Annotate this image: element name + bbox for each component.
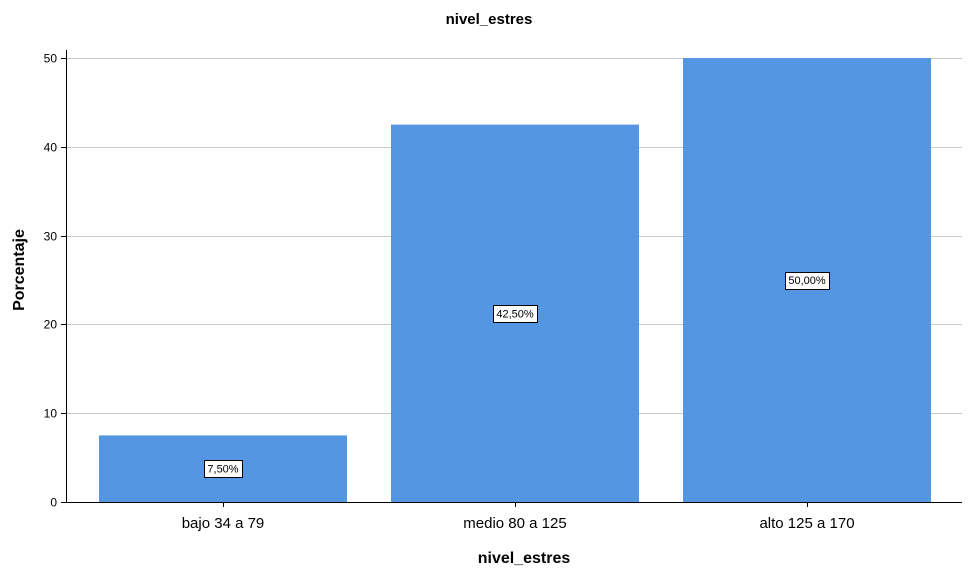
- data-label-text: 42,50%: [496, 308, 534, 320]
- chart-title: nivel_estres: [446, 11, 533, 28]
- data-label-text: 50,00%: [788, 275, 826, 287]
- data-label-text: 7,50%: [207, 464, 238, 476]
- x-axis-title: nivel_estres: [478, 550, 571, 567]
- x-tick-label: bajo 34 a 79: [182, 515, 265, 532]
- y-ticks: 0 10 20 30 40 50: [44, 52, 66, 510]
- y-axis-title: Porcentaje: [11, 229, 28, 311]
- x-ticks: bajo 34 a 79 medio 80 a 125 alto 125 a 170: [182, 502, 855, 532]
- y-tick-label: 40: [44, 141, 58, 155]
- y-tick-label: 20: [44, 318, 58, 332]
- data-label-box: [785, 272, 830, 290]
- y-tick-label: 30: [44, 230, 58, 244]
- y-tick-label: 10: [44, 407, 58, 421]
- data-label: 50,00%: [785, 272, 830, 290]
- y-tick-label: 0: [50, 496, 57, 510]
- x-tick-label: alto 125 a 170: [759, 515, 854, 532]
- data-label: 42,50%: [493, 305, 538, 323]
- data-labels: 7,50% 42,50% 50,00%: [204, 272, 830, 478]
- axes: [66, 50, 962, 503]
- y-tick-label: 50: [44, 52, 58, 66]
- data-label: 7,50%: [204, 460, 243, 478]
- data-label-box: [204, 460, 243, 478]
- x-tick-label: medio 80 a 125: [463, 515, 566, 532]
- data-label-box: [493, 305, 538, 323]
